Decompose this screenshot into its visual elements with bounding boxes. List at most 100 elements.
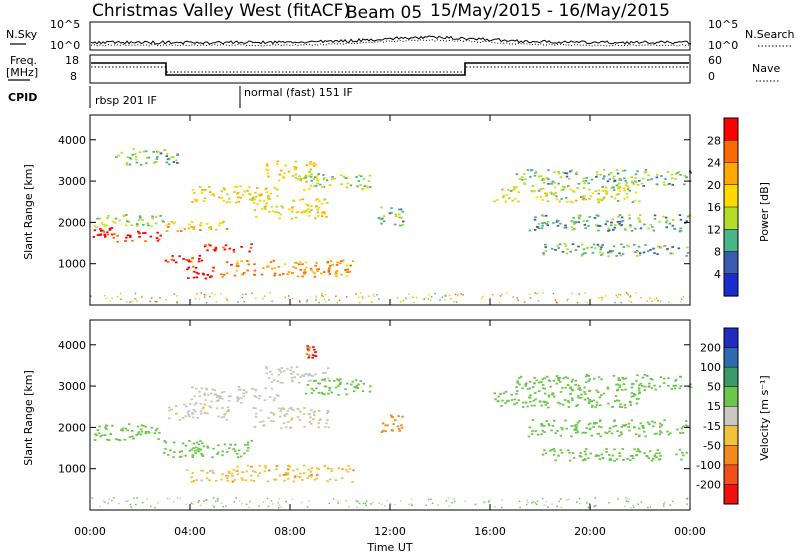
- x-tick-label-6: 00:00: [674, 525, 706, 538]
- noise-tick-right-top: 10^5: [708, 18, 738, 31]
- echo-region-10: [493, 390, 641, 409]
- freq-panel-frame: [89, 54, 691, 84]
- y-tick-label-2: 3000: [58, 175, 86, 188]
- echo-region-13: [541, 448, 688, 462]
- colorbar-swatch-3: [724, 184, 738, 208]
- time-x-axis: 00:00 04:00 08:00 12:00 16:00 20:00 00:00: [74, 115, 706, 538]
- cpid-segment-1: normal (fast) 151 IF: [244, 86, 353, 99]
- velocity-echo-layer: [91, 345, 693, 509]
- power-colorbar-label: Power [dB]: [758, 182, 771, 242]
- x-tick-label-1: 04:00: [174, 525, 206, 538]
- noise-tick-left-top: 10^5: [50, 18, 80, 31]
- colorbar-tick-3: 16: [707, 201, 721, 214]
- nave-trace: [91, 66, 689, 73]
- colorbar-tick-4: 12: [707, 223, 721, 236]
- colorbar-swatch-1: [724, 140, 738, 164]
- freq-tick-bottom: 8: [70, 70, 77, 83]
- velocity-y-axis: 1000 2000 3000 4000: [58, 339, 690, 476]
- colorbar-swatch-4: [724, 406, 738, 427]
- colorbar-swatch-6: [724, 251, 738, 275]
- freq-trace: [91, 62, 689, 76]
- colorbar-swatch-0: [724, 328, 738, 349]
- colorbar-swatch-0: [724, 118, 738, 141]
- colorbar-tick-4: -15: [703, 420, 721, 433]
- colorbar-tick-7: -200: [696, 478, 721, 491]
- colorbar-swatch-7: [724, 273, 738, 297]
- title-dates: 15/May/2015 - 16/May/2015: [430, 1, 670, 21]
- title-beam: Beam 05: [346, 3, 422, 23]
- noise-tick-left-bottom: 10^0: [50, 39, 80, 52]
- x-tick-label-2: 08:00: [274, 525, 306, 538]
- echo-region-7: [265, 365, 330, 384]
- nave-label: Nave: [752, 62, 780, 75]
- freq-tick-top: 18: [65, 54, 79, 67]
- colorbar-tick-3: 15: [707, 400, 721, 413]
- echo-region-2: [186, 469, 218, 483]
- echo-region-5: [252, 406, 330, 430]
- freq-label: Freq.: [10, 54, 37, 67]
- echo-region-11: [303, 173, 372, 191]
- echo-region-0: [93, 423, 161, 442]
- x-tick-label-0: 00:00: [74, 525, 106, 538]
- colorbar-swatch-5: [724, 425, 738, 446]
- echo-region-14: [305, 345, 318, 359]
- echo-region-9: [380, 414, 404, 433]
- echo-region-0: [92, 227, 114, 238]
- x-tick-label-4: 16:00: [474, 525, 506, 538]
- echo-region-5: [220, 259, 355, 278]
- power-colorbar: 28 24 20 16 12 8 4: [707, 117, 739, 297]
- colorbar-swatch-3: [724, 386, 738, 407]
- ground-scatter-speckle: [90, 292, 691, 304]
- cpid-label: CPID: [8, 91, 37, 104]
- colorbar-swatch-8: [724, 484, 738, 505]
- echo-region-12: [527, 419, 689, 438]
- echo-region-1: [112, 230, 162, 243]
- nave-tick-bottom: 0: [708, 70, 715, 83]
- power-ylabel: Slant Range [km]: [22, 164, 35, 260]
- colorbar-swatch-2: [724, 367, 738, 388]
- echo-region-6: [190, 386, 280, 404]
- y-tick-label-1: 2000: [58, 216, 86, 229]
- colorbar-tick-6: -100: [696, 459, 721, 472]
- echo-region-15: [515, 168, 692, 187]
- echo-region-8: [253, 198, 329, 220]
- velocity-colorbar-label: Velocity [m s⁻¹]: [758, 375, 771, 460]
- cpid-segment-0: rbsp 201 IF: [95, 94, 157, 107]
- nsky-label: N.Sky: [6, 28, 38, 41]
- echo-region-6: [93, 214, 165, 229]
- colorbar-tick-5: 8: [714, 246, 721, 259]
- echo-region-12: [115, 148, 179, 166]
- x-tick-label-5: 20:00: [574, 525, 606, 538]
- echo-region-17: [542, 243, 690, 258]
- colorbar-tick-6: 4: [714, 268, 721, 281]
- echo-region-3: [203, 243, 253, 253]
- echo-region-13: [377, 206, 405, 227]
- echo-region-11: [515, 373, 693, 392]
- noise-sky-trace: [90, 35, 692, 45]
- echo-region-4: [168, 403, 230, 421]
- colorbar-swatch-4: [724, 207, 738, 230]
- echo-region-16: [528, 214, 692, 233]
- colorbar-swatch-2: [724, 162, 738, 186]
- colorbar-tick-1: 100: [700, 361, 721, 374]
- x-tick-label-3: 12:00: [374, 525, 406, 538]
- colorbar-tick-2: 50: [707, 381, 721, 394]
- noise-panel-frame: [89, 21, 691, 51]
- echo-region-4: [186, 265, 215, 280]
- echo-region-7: [165, 220, 229, 233]
- echo-region-9: [191, 185, 279, 204]
- velocity-colorbar: 200 100 50 15 -15 -50 -100 -200: [696, 327, 739, 505]
- power-echo-layer: [90, 148, 692, 304]
- colorbar-tick-0: 200: [700, 342, 721, 355]
- echo-region-10: [265, 160, 318, 183]
- freq-unit: [MHz]: [6, 66, 38, 79]
- y-tick-label-1: 2000: [58, 421, 86, 434]
- colorbar-swatch-7: [724, 464, 738, 485]
- echo-region-2: [164, 254, 204, 264]
- title-site: Christmas Valley West (fitACF): [92, 1, 350, 21]
- velocity-ylabel: Slant Range [km]: [22, 370, 35, 466]
- echo-region-14: [493, 185, 641, 204]
- colorbar-tick-2: 20: [707, 179, 721, 192]
- colorbar-swatch-1: [724, 347, 738, 368]
- power-panel-frame: [89, 114, 691, 306]
